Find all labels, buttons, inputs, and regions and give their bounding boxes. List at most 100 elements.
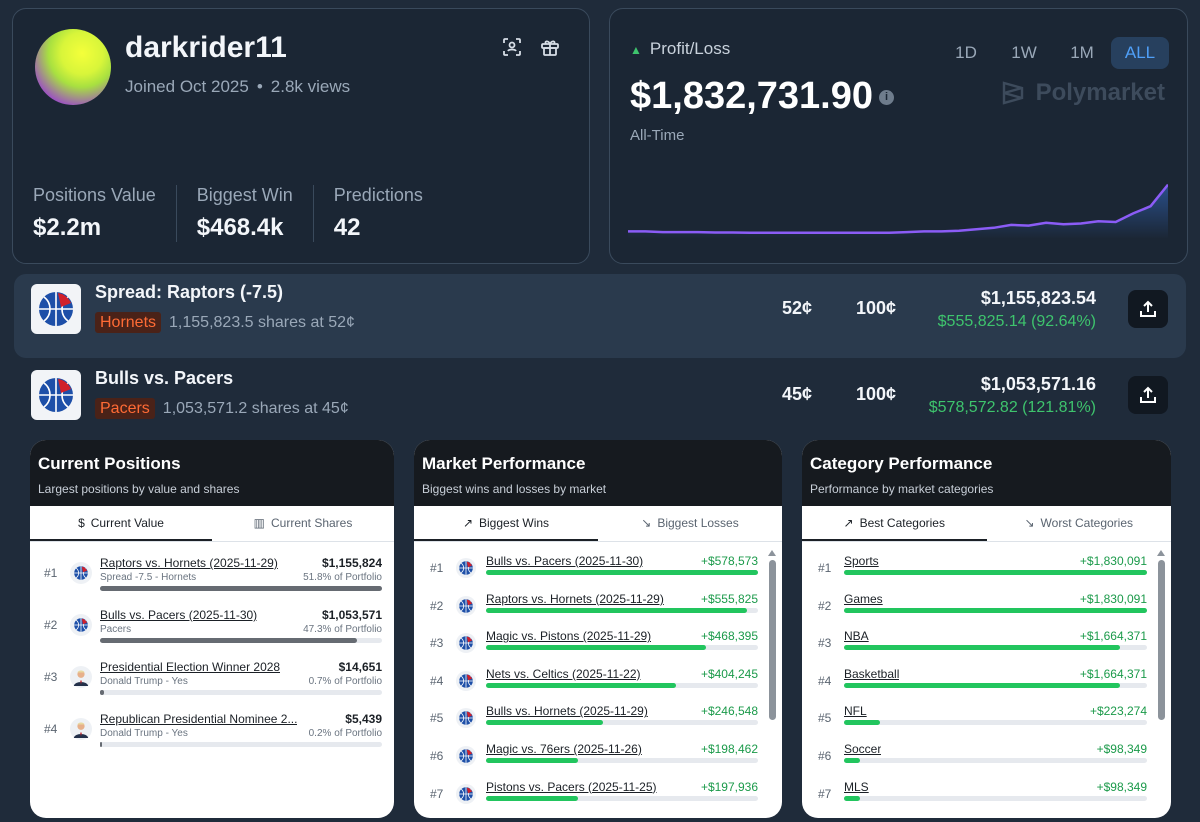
tab-biggest-wins[interactable]: ↗ Biggest Wins [414, 506, 598, 541]
position-title[interactable]: Bulls vs. Pacers [95, 368, 234, 388]
category-link[interactable]: Games [844, 591, 883, 606]
tab-best-categories[interactable]: ↗ Best Categories [802, 506, 987, 541]
market-list-item[interactable]: #4 Nets vs. Celtics (2025-11-22) +$404,245 [414, 661, 782, 699]
tab-current-value[interactable]: $ Current Value [30, 506, 212, 541]
profit-value: +$1,830,091 [1079, 591, 1147, 606]
market-link[interactable]: Raptors vs. Hornets (2025-11-29) [100, 556, 278, 570]
tab-label: Biggest Losses [657, 516, 739, 530]
share-button[interactable] [1128, 290, 1168, 328]
outcome-label: Pacers [100, 624, 132, 635]
position-details: Hornets 1,155,823.5 shares at 52¢ [95, 312, 355, 333]
category-link[interactable]: NBA [844, 629, 869, 644]
category-list-item[interactable]: #1 Sports +$1,830,091 [802, 548, 1171, 586]
market-link[interactable]: Republican Presidential Nominee 2... [100, 712, 298, 726]
market-link[interactable]: Pistons vs. Pacers (2025-11-25) [486, 779, 657, 794]
market-link[interactable]: Nets vs. Celtics (2025-11-22) [486, 666, 641, 681]
nba-logo-icon [31, 284, 81, 334]
profit-bar-fill [844, 757, 861, 763]
profit-bar [486, 682, 758, 688]
category-link[interactable]: Basketball [844, 666, 900, 681]
category-link[interactable]: Sports [844, 554, 879, 568]
tab-biggest-losses[interactable]: ↘ Biggest Losses [598, 506, 782, 541]
category-list-item[interactable]: #5 NFL +$223,274 [802, 698, 1171, 736]
market-link[interactable]: Bulls vs. Pacers (2025-11-30) [486, 554, 644, 568]
trend-up-icon: ↗ [462, 516, 474, 530]
pnl-value: $1,832,731.90 i [630, 75, 895, 118]
tab-worst-categories[interactable]: ↘ Worst Categories [987, 506, 1172, 541]
profit-bar [486, 720, 758, 726]
profit-bar-fill [486, 795, 579, 801]
avg-price: 45¢ [782, 384, 813, 404]
category-link[interactable]: MLS [844, 779, 869, 794]
profit-value: +$98,349 [1096, 741, 1147, 756]
profit-bar-fill [844, 570, 1147, 575]
nba-icon [456, 633, 476, 654]
position-title[interactable]: Spread: Raptors (-7.5) [95, 282, 284, 302]
market-list-item[interactable]: #5 Bulls vs. Hornets (2025-11-29) +$246,54… [414, 698, 782, 736]
market-performance-panel: Market Performance Biggest wins and loss… [414, 440, 782, 818]
market-link[interactable]: Presidential Election Winner 2028 [100, 660, 281, 674]
rank-label: #7 [818, 786, 832, 801]
market-list-item[interactable]: #6 Magic vs. 76ers (2025-11-26) +$198,462 [414, 736, 782, 774]
range-1w[interactable]: 1W [1011, 43, 1037, 62]
stat-value: $2.2m [33, 214, 102, 241]
profile-stats: Positions Value $2.2m Biggest Win $468.4… [33, 185, 463, 242]
range-all[interactable]: ALL [1111, 37, 1169, 69]
category-link[interactable]: NFL [844, 704, 867, 719]
market-link[interactable]: Raptors vs. Hornets (2025-11-29) [486, 591, 664, 606]
brand-name: Polymarket [1035, 79, 1165, 106]
market-link[interactable]: Magic vs. 76ers (2025-11-26) [486, 741, 642, 756]
category-link[interactable]: Soccer [844, 741, 882, 756]
pnl-value-text: $1,832,731.90 [630, 75, 874, 117]
share-info: 1,155,823.5 shares at 52¢ [169, 314, 355, 331]
nba-icon [456, 670, 476, 691]
panel-title: Market Performance [422, 454, 586, 473]
profit-bar [844, 682, 1147, 688]
category-list-item[interactable]: #4 Basketball +$1,664,371 [802, 661, 1171, 699]
rank-label: #6 [818, 748, 832, 763]
profit-bar [844, 570, 1147, 575]
stat-predictions: Predictions 42 [334, 185, 443, 242]
category-list-item[interactable]: #6 Soccer +$98,349 [802, 736, 1171, 774]
scan-icon[interactable] [501, 37, 523, 59]
position-list-item[interactable]: #2 Bulls vs. Pacers (2025-11-30) Pacers $1,… [30, 600, 394, 652]
rank-label: #2 [430, 598, 444, 613]
market-link[interactable]: Bulls vs. Hornets (2025-11-29) [486, 704, 648, 719]
position-list-item[interactable]: #3 Presidential Election Winner 2028 Donal… [30, 652, 394, 704]
tab-current-shares[interactable]: ▥ Current Shares [212, 506, 394, 541]
category-list-item[interactable]: #2 Games +$1,830,091 [802, 586, 1171, 624]
market-list-item[interactable]: #1 Bulls vs. Pacers (2025-11-30) +$578,573 [414, 548, 782, 586]
market-list-item[interactable]: #3 Magic vs. Pistons (2025-11-29) +$468,39… [414, 623, 782, 661]
category-list-item[interactable]: #7 MLS +$98,349 [802, 774, 1171, 812]
category-performance-panel: Category Performance Performance by mark… [802, 440, 1171, 818]
range-1d[interactable]: 1D [955, 43, 977, 62]
profit-bar-fill [486, 757, 579, 763]
position-list-item[interactable]: #1 Raptors vs. Hornets (2025-11-29) Spread… [30, 548, 394, 600]
outcome-label: Spread -7.5 - Hornets [100, 572, 197, 583]
market-list-item[interactable]: #2 Raptors vs. Hornets (2025-11-29) +$555,… [414, 586, 782, 624]
position-row[interactable]: Spread: Raptors (-7.5) Hornets 1,155,823.… [14, 274, 1186, 358]
gift-icon[interactable] [539, 37, 561, 59]
info-icon[interactable]: i [879, 90, 895, 106]
rank-label: #4 [430, 673, 444, 688]
stat-value: 42 [333, 214, 361, 241]
market-link[interactable]: Bulls vs. Pacers (2025-11-30) [100, 608, 258, 622]
rank-label: #1 [818, 561, 832, 575]
position-row[interactable]: Bulls vs. Pacers Pacers 1,053,571.2 share… [14, 360, 1186, 444]
rank-label: #1 [44, 566, 58, 580]
trend-down-icon: ↘ [1024, 516, 1035, 530]
range-1m[interactable]: 1M [1070, 43, 1094, 62]
profit-bar-fill [486, 645, 707, 651]
market-list: #1 Bulls vs. Pacers (2025-11-30) +$578,573… [414, 542, 782, 811]
market-link[interactable]: Magic vs. Pistons (2025-11-29) [486, 629, 652, 644]
scrollbar[interactable] [1157, 550, 1165, 780]
joined-date: Joined Oct 2025 [125, 77, 249, 96]
category-list-item[interactable]: #3 NBA +$1,664,371 [802, 623, 1171, 661]
bar-chart-icon: ▥ [253, 516, 265, 530]
scrollbar[interactable] [768, 550, 776, 780]
market-list-item[interactable]: #7 Pistons vs. Pacers (2025-11-25) +$197,9… [414, 774, 782, 812]
share-button[interactable] [1128, 376, 1168, 414]
rank-label: #4 [44, 722, 58, 736]
pnl-label-text: Profit/Loss [649, 39, 731, 58]
position-list-item[interactable]: #4 Republican Presidential Nominee 2... Do… [30, 704, 394, 756]
